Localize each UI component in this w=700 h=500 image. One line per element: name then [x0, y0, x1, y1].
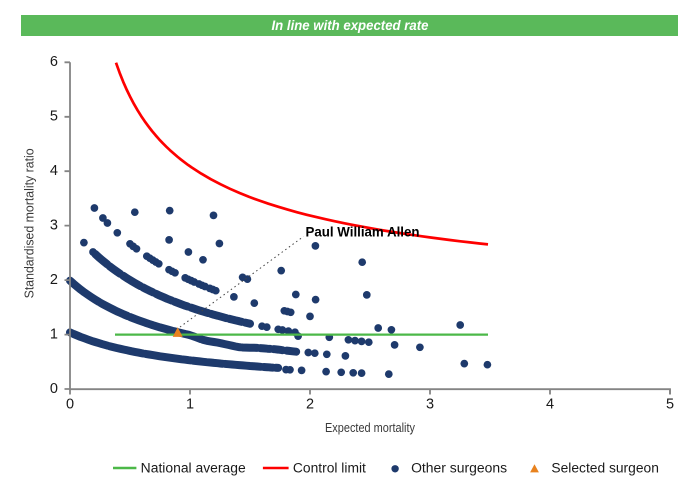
svg-text:Expected mortality: Expected mortality — [325, 421, 416, 435]
svg-text:Standardised mortality ratio: Standardised mortality ratio — [23, 148, 37, 298]
svg-text:4: 4 — [546, 396, 554, 412]
svg-text:5: 5 — [666, 396, 674, 412]
svg-text:3: 3 — [426, 396, 434, 412]
svg-text:In line with expected rate: In line with expected rate — [272, 18, 429, 33]
svg-text:2: 2 — [306, 396, 314, 412]
svg-text:National average: National average — [141, 461, 246, 476]
svg-text:3: 3 — [50, 217, 58, 233]
svg-text:2: 2 — [50, 272, 58, 288]
svg-text:Selected surgeon: Selected surgeon — [551, 461, 659, 476]
svg-text:5: 5 — [50, 109, 58, 125]
svg-text:Paul William Allen: Paul William Allen — [306, 224, 420, 240]
svg-text:1: 1 — [50, 326, 58, 342]
svg-text:4: 4 — [50, 163, 58, 179]
svg-text:Other surgeons: Other surgeons — [411, 461, 507, 476]
svg-text:0: 0 — [66, 396, 74, 412]
svg-text:Control limit: Control limit — [293, 461, 366, 476]
svg-text:0: 0 — [50, 381, 58, 397]
svg-text:6: 6 — [50, 54, 58, 70]
svg-text:1: 1 — [186, 396, 194, 412]
